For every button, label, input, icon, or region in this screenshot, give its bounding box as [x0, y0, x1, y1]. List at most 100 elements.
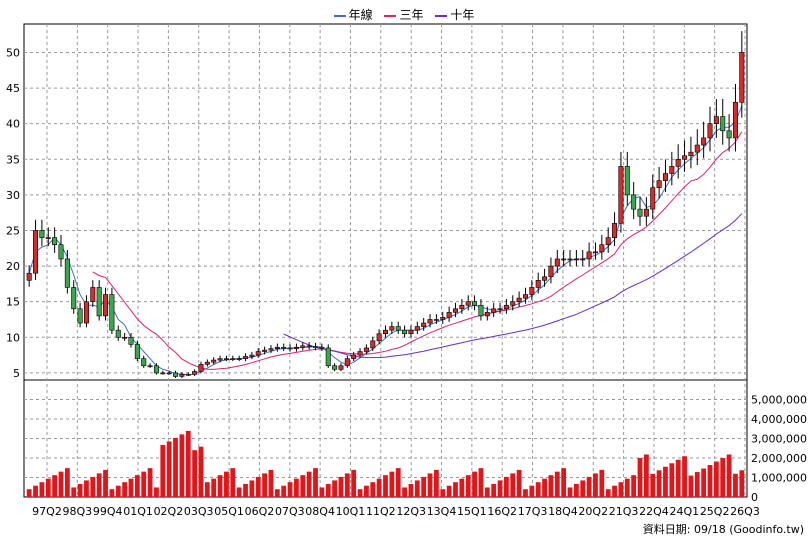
volume-bar: [268, 469, 274, 497]
candle-body: [236, 358, 242, 360]
candle-body: [650, 187, 656, 210]
candle-body: [567, 258, 573, 261]
x-tick-label: 10Q1: [336, 505, 366, 518]
legend-swatch-ten-year: [435, 14, 448, 17]
candle-body: [268, 348, 274, 351]
volume-bar: [694, 472, 700, 497]
volume-bar: [682, 456, 687, 497]
volume-bar: [77, 483, 83, 497]
candle-body: [675, 158, 681, 167]
price-tick-label: 50: [6, 46, 20, 59]
volume-bar: [523, 489, 528, 497]
volume-bar: [262, 473, 268, 497]
x-tick-label: 21Q3: [609, 505, 639, 518]
x-tick-label: 01Q1: [123, 505, 153, 518]
candle-body: [204, 361, 210, 365]
volume-bar: [542, 478, 547, 497]
candle-body: [281, 346, 287, 349]
volume-bars: [26, 430, 745, 497]
volume-bar: [586, 476, 592, 497]
volume-bar: [351, 469, 357, 497]
candle-body: [313, 346, 319, 348]
legend-label-three-year: 三年: [399, 8, 424, 22]
candle-body: [71, 287, 77, 310]
legend-item-ten-year: 十年: [435, 6, 474, 23]
candle-body: [510, 301, 516, 306]
volume-bar: [701, 468, 707, 497]
volume-bar: [166, 441, 172, 497]
candle-body: [230, 358, 236, 360]
x-tick-label: 26Q3: [730, 505, 760, 518]
volume-bar: [376, 478, 382, 497]
volume-bar: [624, 478, 630, 497]
volume-bar: [548, 475, 554, 497]
x-tick-label: 08Q4: [305, 505, 335, 518]
x-tick-label: 20Q2: [578, 505, 608, 518]
candle-body: [90, 287, 96, 302]
volume-bar: [338, 476, 344, 497]
candle-body: [332, 365, 338, 370]
volume-bar: [357, 489, 363, 497]
volume-bar: [243, 483, 248, 497]
candle-body: [491, 308, 497, 313]
candle-body: [96, 287, 102, 317]
volume-bar: [491, 483, 497, 497]
volume-bar: [364, 485, 369, 497]
price-tick-label: 45: [6, 82, 20, 95]
volume-bar: [147, 468, 153, 497]
volume-tick-label: 2,000,000: [751, 452, 807, 465]
price-tick-label: 15: [6, 296, 20, 309]
candle-body: [173, 372, 179, 377]
candle-body: [701, 137, 707, 146]
x-tick-label: 02Q2: [154, 505, 184, 518]
volume-bar: [669, 463, 675, 497]
candle-body: [325, 347, 331, 367]
candle-body: [542, 276, 548, 281]
volume-bar: [605, 489, 611, 497]
candle-body: [662, 173, 668, 181]
candle-body: [319, 346, 325, 349]
volume-tick-label: 5,000,000: [751, 394, 807, 407]
candle-body: [472, 301, 478, 306]
candle-body: [586, 251, 592, 260]
volume-bar: [204, 482, 210, 497]
volume-bar: [141, 471, 147, 497]
volume-bar: [58, 471, 64, 497]
candle-body: [223, 358, 229, 360]
volume-bar: [497, 480, 503, 497]
candle-body: [440, 317, 446, 320]
volume-bar: [109, 489, 115, 497]
volume-bar: [656, 470, 662, 497]
data-date-footer: 資料日期: 09/18 (Goodinfo.tw): [642, 523, 804, 536]
candle-body: [402, 329, 408, 335]
candle-body: [376, 333, 382, 342]
volume-bar: [179, 434, 185, 497]
volume-bar: [160, 444, 166, 497]
volume-bar: [249, 480, 255, 497]
volume-bar: [612, 485, 617, 497]
volume-bar: [287, 482, 293, 497]
candle-body: [484, 312, 490, 317]
volume-bar: [733, 473, 738, 497]
candle-body: [122, 336, 128, 339]
volume-bar: [484, 487, 490, 497]
grid-lines: [24, 24, 747, 497]
candle-body: [573, 258, 579, 261]
x-tick-label: 03Q3: [184, 505, 214, 518]
volume-bar: [516, 469, 522, 497]
candle-body: [599, 244, 605, 253]
x-tick-label: 25Q2: [700, 505, 730, 518]
candle-body: [185, 374, 191, 376]
volume-tick-label: 0: [751, 491, 758, 504]
candle-body: [382, 329, 388, 335]
price-panel: [23, 23, 748, 381]
price-tick-label: 25: [6, 224, 20, 237]
candle-body: [77, 308, 83, 324]
candle-body: [548, 265, 554, 278]
volume-bar: [593, 473, 598, 497]
volume-bar: [446, 485, 452, 497]
volume-bar: [440, 489, 446, 497]
volume-bar: [313, 468, 318, 497]
legend-label-ten-year: 十年: [450, 8, 475, 22]
candle-body: [427, 319, 433, 324]
